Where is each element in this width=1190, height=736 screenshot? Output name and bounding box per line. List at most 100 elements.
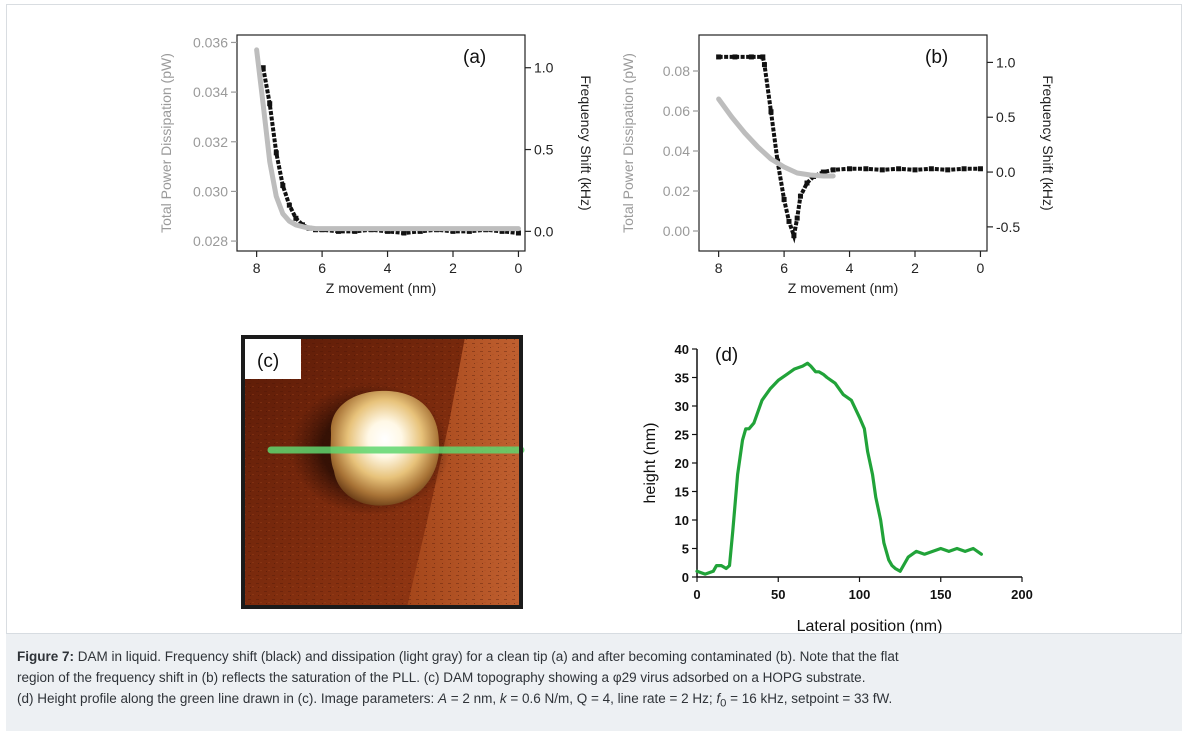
chart-d-y-tick-label: 0 <box>682 570 689 585</box>
chart-b-left-tick-label: 0.06 <box>663 103 690 119</box>
chart-d-y-tick-label: 40 <box>675 342 689 357</box>
chart-a-right-axis-label: Frequency Shift (kHz) <box>578 75 594 210</box>
chart-b-frequency-point <box>820 169 826 175</box>
chart-d-y-tick-label: 15 <box>675 485 689 500</box>
chart-a-panel-label: (a) <box>463 47 486 68</box>
chart-b-right-tick-label: 1.0 <box>996 54 1016 70</box>
chart-a-left-tick-label: 0.034 <box>193 84 228 100</box>
chart-b-svg: 8 6 4 2 0 Z movement (nm) 0.00 0.02 0.04 0.06 0.08… <box>620 34 1056 296</box>
chart-d-y-tick-label: 20 <box>675 456 689 471</box>
chart-a-frequency-point <box>515 230 521 236</box>
chart-a-left-tick-label: 0.032 <box>193 134 228 150</box>
chart-b-x-tick-label: 2 <box>911 260 919 276</box>
caption-sub-0: 0 <box>720 697 727 710</box>
caption-text-3c: = 0.6 N/m, Q = 4, line rate = 2 Hz; <box>506 691 717 706</box>
chart-a-left-tick-label: 0.036 <box>193 34 228 50</box>
panel-c-image: (c) <box>239 333 525 611</box>
chart-d-y-tick-label: 35 <box>675 371 689 386</box>
caption-var-f: f <box>716 691 721 706</box>
panel-b-chart: 8 6 4 2 0 Z movement (nm) 0.00 0.02 0.04 0.06 0.08… <box>619 25 1069 320</box>
image-frame <box>241 335 523 609</box>
chart-d-y-tick-label: 25 <box>675 428 689 443</box>
caption-text-3a: (d) Height profile along the green line … <box>17 691 438 706</box>
caption-var-a: A <box>437 691 447 706</box>
chart-b-frequency-point <box>961 166 967 172</box>
chart-a-x-tick-label: 8 <box>253 260 261 276</box>
caption-lead: Figure 7: <box>17 649 75 664</box>
chart-a-right-tick-label: 1.0 <box>534 60 554 76</box>
chart-b-right-axis-label: Frequency Shift (kHz) <box>1040 75 1056 210</box>
caption-line-3: (d) Height profile along the green line … <box>17 688 1172 715</box>
chart-a-right-tick-label: 0.5 <box>534 142 554 158</box>
chart-a-frequency-point <box>267 101 273 107</box>
chart-d-y-tick-label: 30 <box>675 399 689 414</box>
chart-b-right-tick-label: 0.0 <box>996 164 1016 180</box>
chart-d-x-tick-label: 0 <box>693 587 700 602</box>
caption-var-k: k <box>499 691 507 706</box>
afm-topography-image: (c) <box>241 335 525 609</box>
chart-b-frequency-point <box>781 196 787 202</box>
chart-b-frequency-point <box>761 62 767 68</box>
chart-b-frequency-point <box>732 54 738 60</box>
panel-a-chart: 8 6 4 2 0 Z movement (nm) 0.028 0.030 0.032 0.034… <box>157 25 594 320</box>
chart-a-plot-frame <box>236 34 526 252</box>
panel-c-label-box <box>245 339 301 379</box>
chart-b-frequency-point <box>830 167 836 173</box>
chart-b-left-tick-label: 0.02 <box>663 183 690 199</box>
chart-d-y-axis-label: height (nm) <box>642 423 659 504</box>
chart-d-height-series <box>695 361 983 576</box>
chart-b-frequency-point <box>786 218 792 224</box>
caption-text-1: DAM in liquid. Frequency shift (black) a… <box>74 649 899 664</box>
chart-b-frequency-point <box>768 109 774 115</box>
chart-a-frequency-point <box>260 65 266 71</box>
chart-b-left-tick-label: 0.00 <box>663 223 690 239</box>
caption-line-1: Figure 7: DAM in liquid. Frequency shift… <box>17 646 1172 667</box>
chart-a-right-tick-label: 0.0 <box>534 223 554 239</box>
chart-a-frequency-point <box>273 150 279 156</box>
chart-a-dissipation-series <box>254 47 521 232</box>
chart-a-frequency-point <box>499 228 505 234</box>
chart-b-frequency-point <box>863 166 869 172</box>
chart-d-x-tick-label: 200 <box>1011 587 1033 602</box>
chart-d-x-tick-label: 150 <box>930 587 952 602</box>
chart-b-frequency-point <box>794 215 800 221</box>
chart-b-x-tick-label: 6 <box>780 260 788 276</box>
chart-b-plot-frame <box>698 34 988 252</box>
figure-caption: Figure 7: DAM in liquid. Frequency shift… <box>6 633 1182 731</box>
chart-a-frequency-point <box>293 215 299 221</box>
chart-b-frequency-point <box>804 180 810 186</box>
chart-a-left-tick-label: 0.028 <box>193 233 228 249</box>
chart-b-frequency-point <box>977 166 983 172</box>
chart-a-svg: 8 6 4 2 0 Z movement (nm) 0.028 0.030 0.032 0.034… <box>158 34 594 296</box>
chart-b-frequency-point <box>945 167 951 173</box>
chart-a-x-tick-label: 6 <box>318 260 326 276</box>
chart-b-frequency-point <box>912 167 918 173</box>
chart-a-frequency-point <box>335 228 341 234</box>
chart-a-x-axis-label: Z movement (nm) <box>326 280 436 296</box>
chart-a-x-tick-label: 2 <box>449 260 457 276</box>
chart-b-frequency-point <box>847 166 853 172</box>
chart-a-frequency-point <box>352 228 358 234</box>
chart-a-frequency-point <box>280 183 286 189</box>
chart-a-frequency-point <box>286 202 292 208</box>
chart-b-left-tick-label: 0.04 <box>663 143 690 159</box>
caption-text-3d: = 16 kHz, setpoint = 33 fW. <box>726 691 893 706</box>
chart-b-frequency-point <box>879 167 885 173</box>
chart-d-y-tick-label: 5 <box>682 542 689 557</box>
chart-d-x-tick-label: 100 <box>849 587 871 602</box>
chart-b-frequency-point <box>748 54 754 60</box>
chart-a-frequency-point <box>450 228 456 234</box>
chart-b-frequency-point <box>791 233 797 239</box>
chart-d-y-tick-label: 10 <box>675 513 689 528</box>
chart-a-x-tick-label: 4 <box>384 260 392 276</box>
panel-d-chart: 0 5 10 15 20 25 30 35 40 0 50 100 150 200 Lateral posi… <box>627 333 1067 635</box>
chart-b-frequency-point <box>760 54 766 60</box>
chart-b-x-tick-label: 4 <box>846 260 854 276</box>
chart-a-frequency-point <box>466 228 472 234</box>
chart-b-right-tick-label: -0.5 <box>996 219 1020 235</box>
chart-a-frequency-point <box>385 228 391 234</box>
chart-a-x-tick-label: 0 <box>515 260 523 276</box>
chart-b-right-tick-label: 0.5 <box>996 109 1016 125</box>
chart-b-left-axis-label: Total Power Dissipation (pW) <box>620 53 636 233</box>
